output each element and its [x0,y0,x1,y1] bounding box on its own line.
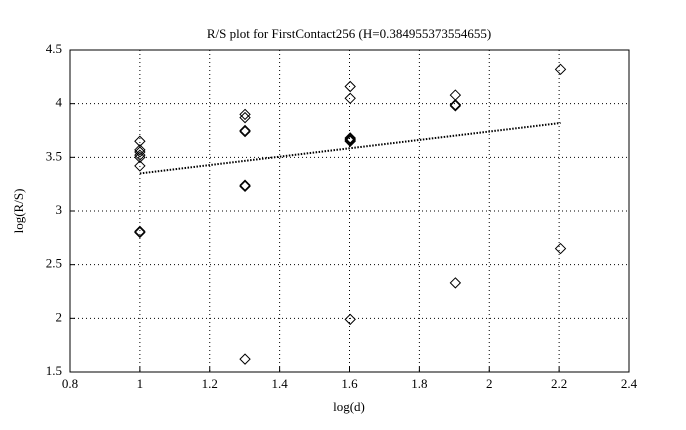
data-point [449,99,462,111]
data-point [554,63,567,76]
data-point [134,225,146,238]
data-point [344,92,356,105]
x-tick-label: 1.4 [272,376,289,391]
data-point [239,108,251,121]
data-point [449,89,462,101]
data-point [344,134,356,146]
data-point [344,132,356,144]
data-point [134,226,146,239]
data-point [134,151,146,164]
y-tick-label: 2 [56,309,63,324]
data-point [344,135,356,147]
y-tick-label: 2.5 [46,256,62,271]
y-tick-label: 3 [56,202,63,217]
data-point [239,111,251,124]
data-point [449,100,462,112]
fit-line [139,121,561,175]
data-point [344,80,356,93]
data-point [134,146,146,158]
data-point [344,313,356,326]
y-axis-label: log(R/S) [11,189,26,234]
x-tick-label: 1.8 [411,376,427,391]
data-point [134,135,146,147]
data-point [239,124,251,137]
y-tick-label: 4.5 [46,41,62,56]
data-point [344,133,356,145]
x-tick-label: 2 [486,376,493,391]
data-point [239,125,251,138]
x-tick-label: 1.6 [341,376,358,391]
data-point [239,180,251,193]
data-point [239,353,251,365]
x-tick-label: 1.2 [202,376,218,391]
x-tick-label: 1 [137,376,144,391]
data-point [554,242,567,255]
y-tick-label: 1.5 [46,363,62,378]
chart-title: R/S plot for FirstContact256 (H=0.384955… [207,26,491,41]
x-tick-label: 0.8 [62,376,78,391]
y-tick-label: 4 [56,95,63,110]
x-tick-label: 2.4 [621,376,638,391]
data-point [449,277,462,289]
data-point [239,179,251,191]
data-point [134,160,146,172]
x-tick-label: 2.2 [551,376,567,391]
data-point [134,149,146,161]
data-point [134,144,146,156]
x-axis-label: log(d) [333,399,365,414]
y-tick-label: 3.5 [46,148,62,163]
plot-frame [69,49,630,373]
